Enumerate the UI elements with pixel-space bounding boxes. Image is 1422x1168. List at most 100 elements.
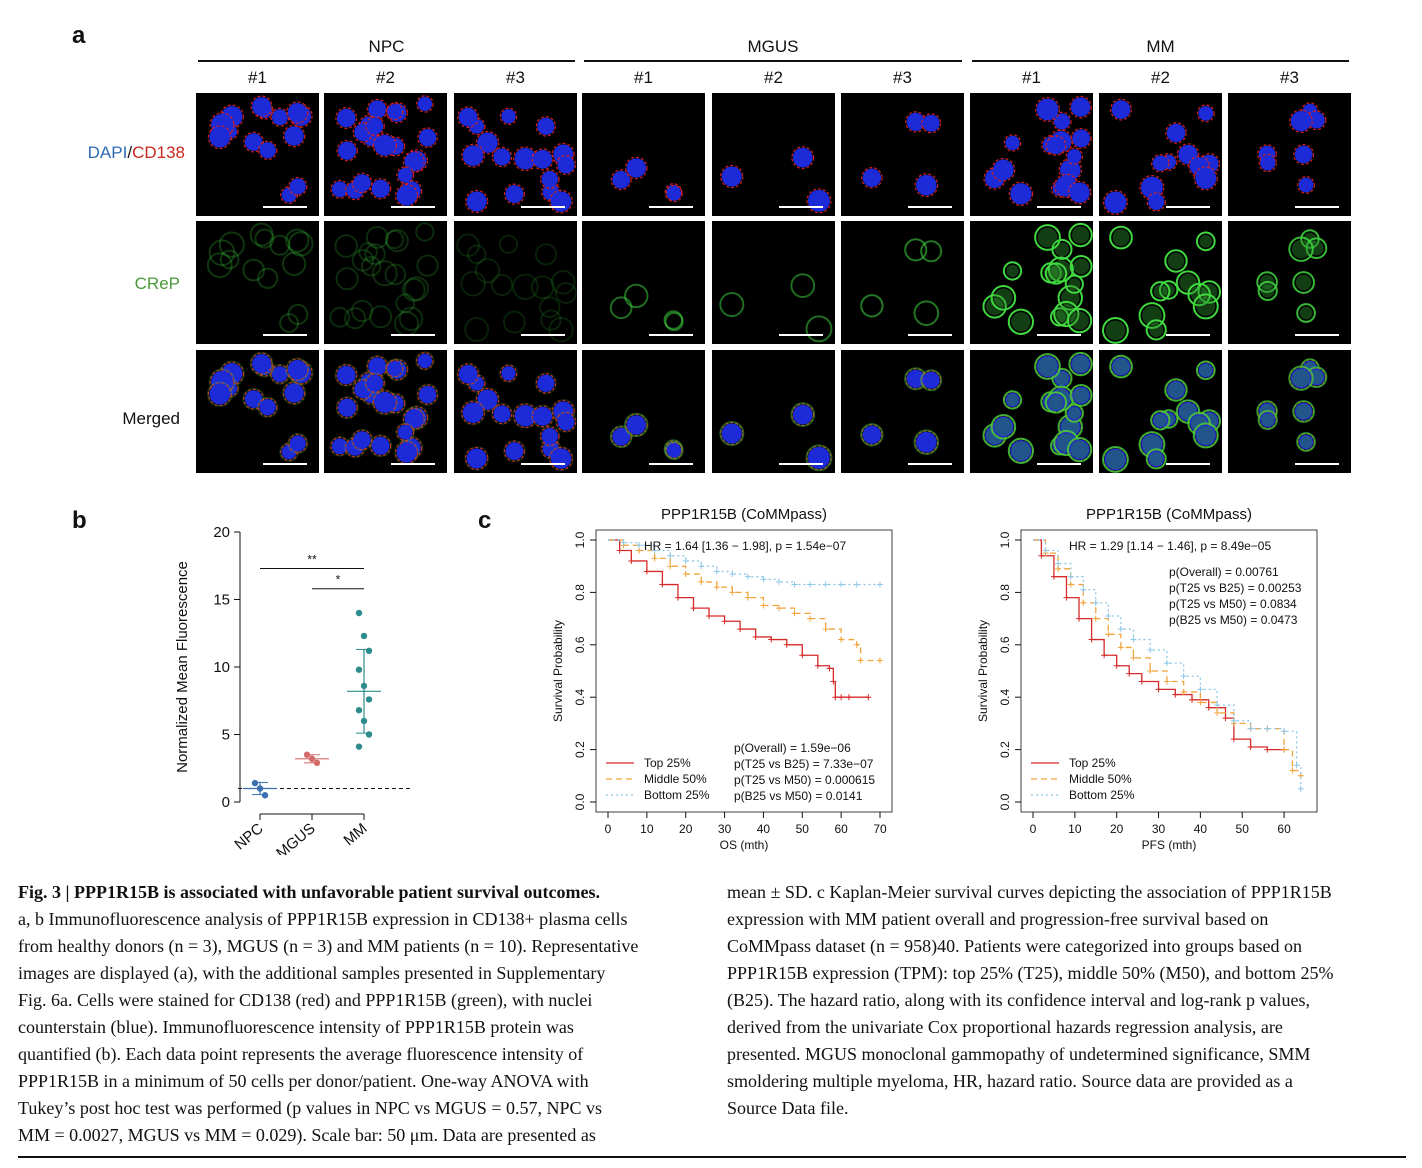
- micrograph-tile: [196, 93, 319, 216]
- membrane: [535, 116, 557, 137]
- scale-bar: [263, 463, 307, 465]
- scale-bar: [649, 206, 693, 208]
- crep-fill: [994, 417, 1013, 437]
- nucleus: [1069, 182, 1090, 203]
- micrograph-image: [609, 283, 684, 332]
- nucleus: [209, 383, 231, 405]
- nucleus: [537, 374, 555, 392]
- data-point: [261, 792, 269, 799]
- micrograph-image: [1256, 358, 1328, 452]
- censor-mark: [1230, 717, 1237, 724]
- crep-signal: [1150, 410, 1171, 431]
- crep-signal: [1002, 390, 1023, 410]
- censor-mark: [1289, 767, 1296, 774]
- crep-signal: [371, 389, 398, 416]
- censor-mark: [1281, 746, 1288, 753]
- membrane: [914, 173, 939, 198]
- scale-bar: [779, 334, 823, 336]
- scale-bar: [521, 334, 565, 336]
- nucleus: [1166, 380, 1186, 400]
- membrane: [417, 127, 438, 148]
- nucleus: [501, 109, 516, 124]
- nucleus: [462, 145, 484, 166]
- nucleus: [807, 189, 830, 212]
- crep-fill: [1048, 265, 1064, 282]
- crep-signal: [1288, 365, 1314, 391]
- censor-mark: [744, 573, 751, 580]
- censor-mark: [682, 571, 689, 578]
- censor-mark: [1264, 746, 1271, 753]
- nucleus: [353, 174, 371, 192]
- x-tick-label: NPC: [231, 820, 266, 853]
- x-tick-label: 10: [640, 822, 654, 836]
- micrograph-image: [1256, 229, 1328, 323]
- caption-line: counterstain (blue). Immunofluorescence …: [18, 1017, 574, 1037]
- crep-signal: [1101, 316, 1129, 344]
- membrane: [365, 116, 385, 136]
- crep-signal: [550, 269, 576, 295]
- censor-mark: [799, 652, 806, 659]
- crep-signal: [920, 240, 943, 263]
- nucleus: [1198, 105, 1214, 121]
- crep-fill: [1295, 274, 1312, 291]
- micrograph-image: [1257, 102, 1327, 194]
- scale-bar: [1295, 334, 1339, 336]
- plot-frame: [595, 529, 893, 813]
- crep-signal: [990, 414, 1017, 440]
- sample-label: #3: [893, 68, 912, 87]
- micrograph-image: [1101, 354, 1222, 473]
- x-tick-label: 10: [1068, 822, 1082, 836]
- nucleus: [1195, 424, 1217, 446]
- crep-fill: [1153, 413, 1167, 427]
- membrane: [1176, 143, 1200, 166]
- censor-mark: [628, 557, 635, 564]
- censor-mark: [1230, 736, 1237, 743]
- membrane: [280, 186, 299, 205]
- crep-signal: [1256, 271, 1278, 293]
- nucleus: [1260, 155, 1276, 171]
- censor-mark: [752, 633, 759, 640]
- crep-signal: [530, 404, 555, 429]
- membrane: [624, 413, 648, 437]
- scale-bar: [1295, 206, 1339, 208]
- x-tick-label: 50: [796, 822, 810, 836]
- caption-line: presented. MGUS monoclonal gammopathy of…: [727, 1044, 1311, 1064]
- data-point: [360, 632, 368, 640]
- p-value-text: p(T25 vs B25) = 7.33e−07: [734, 757, 874, 771]
- scale-bar: [779, 463, 823, 465]
- crep-fill: [1196, 296, 1216, 316]
- censor-mark: [1063, 594, 1070, 601]
- nucleus: [336, 108, 356, 128]
- nucleus: [1053, 113, 1071, 130]
- nucleus: [1298, 434, 1314, 450]
- nucleus: [1152, 155, 1168, 171]
- sample-label: #2: [376, 68, 395, 87]
- caption-line: Tukey’s post hoc test was performed (p v…: [18, 1098, 602, 1118]
- crep-fill: [1149, 451, 1164, 466]
- membrane: [806, 188, 832, 214]
- membrane: [1257, 144, 1278, 165]
- caption-line: expression with MM patient overall and p…: [727, 909, 1269, 929]
- data-point: [355, 609, 363, 617]
- caption-right: mean ± SD. c Kaplan-Meier survival curve…: [727, 879, 1407, 1122]
- membrane: [1052, 111, 1072, 132]
- crep-signal: [242, 387, 265, 411]
- membrane: [531, 148, 554, 171]
- crep-signal: [1296, 432, 1316, 452]
- caption-line: derived from the univariate Cox proporti…: [727, 1017, 1283, 1037]
- censor-mark: [822, 626, 829, 633]
- nucleus: [259, 142, 276, 159]
- nucleus: [458, 107, 478, 127]
- membrane: [286, 358, 309, 381]
- nucleus: [993, 159, 1014, 181]
- crep-signal: [1192, 422, 1219, 449]
- data-point: [355, 743, 363, 750]
- micrograph-tile: [454, 93, 577, 216]
- x-tick-label: 70: [873, 822, 887, 836]
- crep-signal: [460, 399, 486, 426]
- nucleus: [626, 415, 646, 435]
- censor-mark: [1038, 552, 1045, 559]
- scale-bar: [521, 463, 565, 465]
- nucleus: [244, 133, 263, 151]
- membrane: [539, 426, 560, 447]
